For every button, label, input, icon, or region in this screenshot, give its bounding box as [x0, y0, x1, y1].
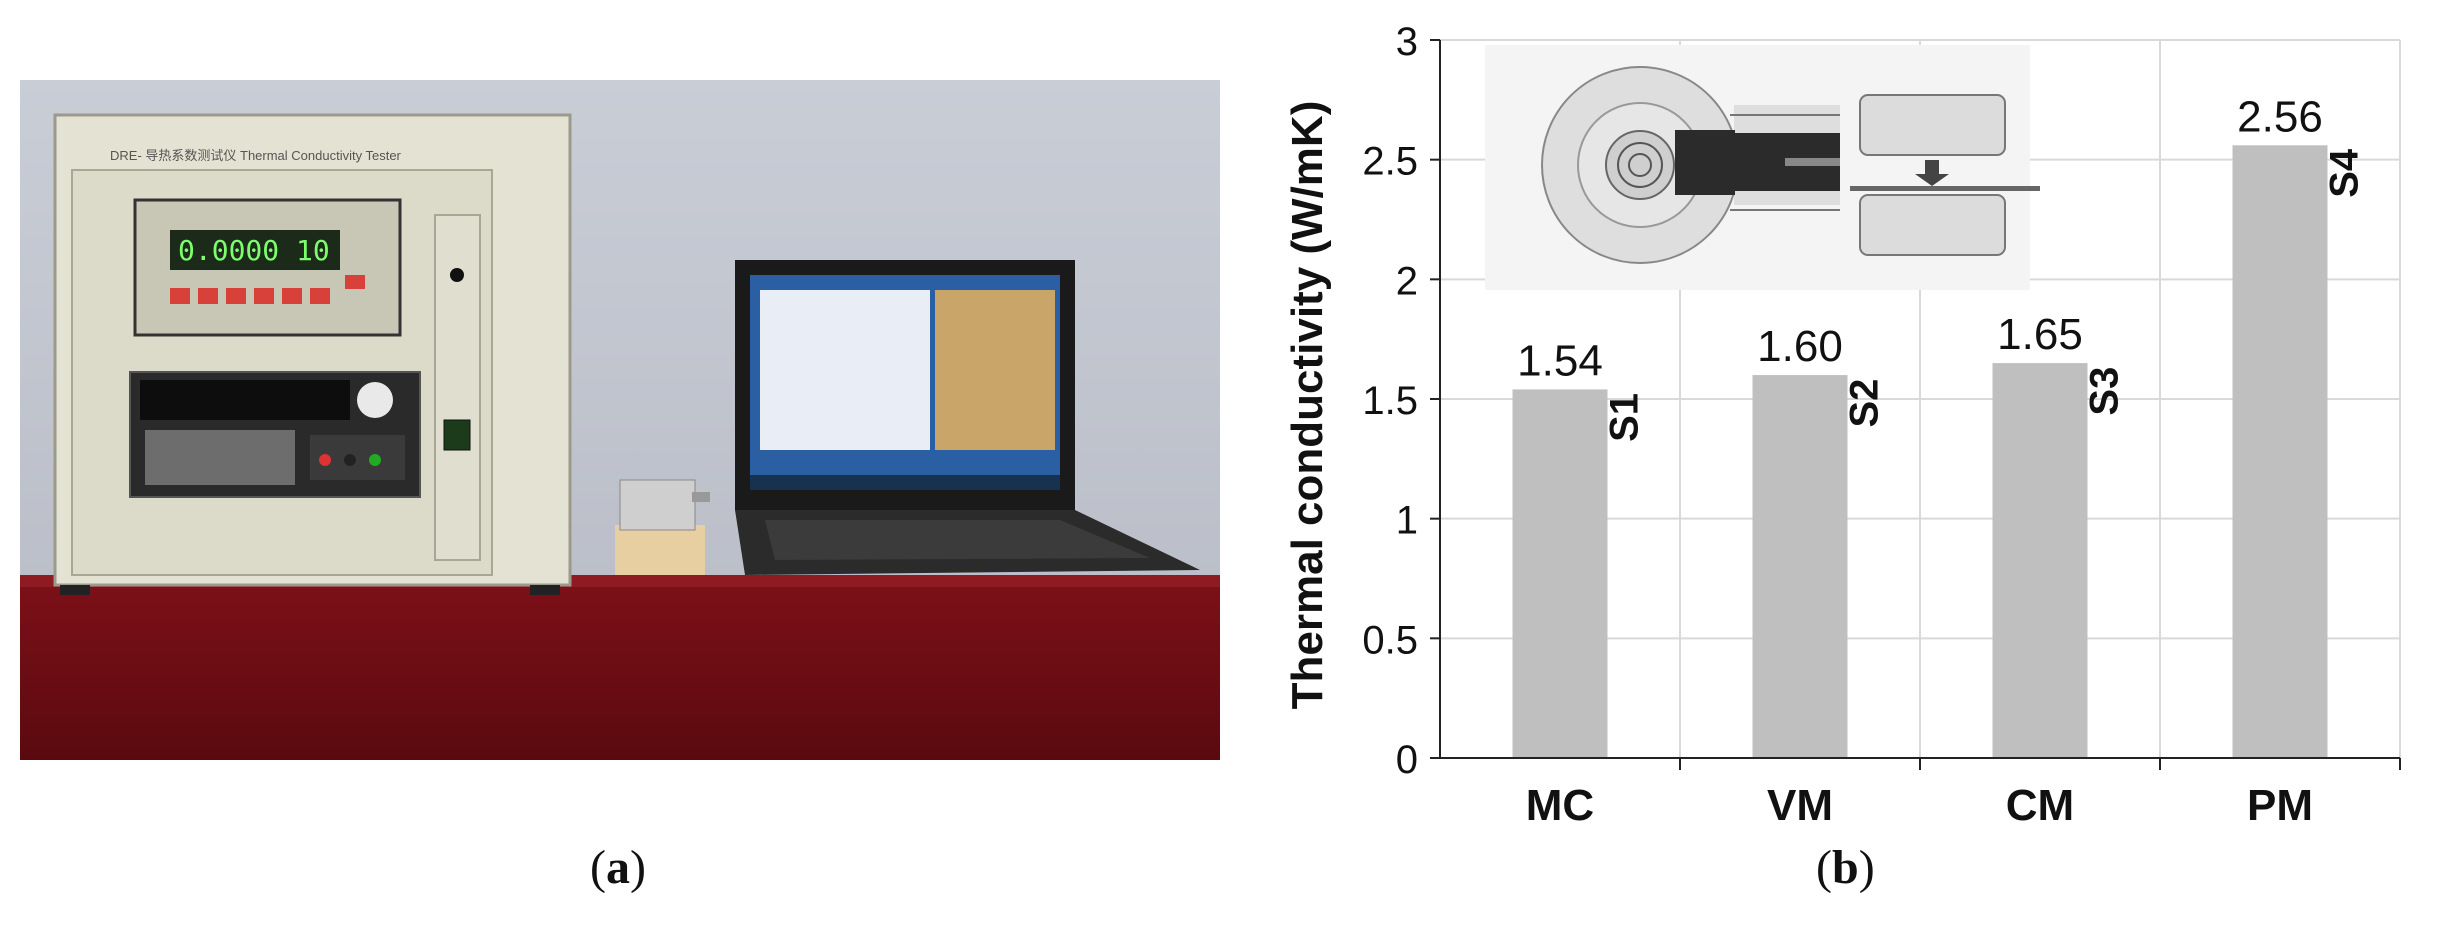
y-tick-label: 2.5: [1362, 140, 1418, 184]
bar-cm: [1992, 363, 2088, 758]
bar-value-label: 2.56: [2237, 92, 2323, 141]
bar-pm: [2232, 145, 2328, 759]
x-tick-label: CM: [2006, 781, 2074, 830]
x-tick-label: MC: [1526, 781, 1594, 830]
caption-b: (b): [1816, 840, 1875, 895]
caption-a: (a): [590, 840, 646, 895]
inset-schematic: [1485, 45, 2040, 290]
bar-value-label: 1.60: [1757, 322, 1843, 371]
laptop: [735, 260, 1200, 575]
caption-b-letter: b: [1831, 841, 1859, 894]
sample-label: S4: [2323, 148, 2367, 198]
display-readout: 0.0000 10: [178, 234, 330, 267]
sample-label: S3: [2083, 367, 2127, 416]
y-tick-label: 0.5: [1362, 618, 1418, 662]
y-tick-label: 0: [1396, 738, 1418, 782]
caption-a-close: ): [629, 841, 646, 894]
y-axis-label: Thermal conductivity (W/mK): [1283, 101, 1332, 710]
sample-label: S2: [1843, 379, 1887, 428]
y-tick-label: 3: [1396, 20, 1418, 64]
sample-label: S1: [1603, 393, 1647, 442]
y-tick-label: 1: [1396, 499, 1418, 543]
caption-a-letter: a: [605, 841, 630, 894]
thermal-conductivity-tester: DRE- 导热系数测试仪 Thermal Conductivity Tester…: [53, 113, 572, 595]
bar-vm: [1752, 375, 1848, 758]
instrument-photo: DRE- 导热系数测试仪 Thermal Conductivity Tester…: [20, 80, 1220, 760]
bar-mc: [1512, 389, 1608, 758]
caption-b-open: (: [1816, 841, 1832, 894]
caption-b-close: ): [1858, 841, 1875, 894]
device-label: DRE- 导热系数测试仪 Thermal Conductivity Tester: [110, 148, 402, 163]
bar-value-label: 1.65: [1997, 310, 2083, 359]
sample-holder: [615, 479, 710, 575]
bar-value-label: 1.54: [1517, 336, 1603, 385]
y-tick-label: 1.5: [1362, 379, 1418, 423]
axes: 0 0.5 1 1.5 2 2.5 3 MC VM CM PM: [1362, 20, 2401, 830]
x-tick-label: VM: [1767, 781, 1833, 830]
x-tick-label: PM: [2247, 781, 2313, 830]
y-tick-label: 2: [1396, 259, 1418, 303]
bars: [1512, 145, 2328, 759]
caption-a-open: (: [590, 841, 606, 894]
